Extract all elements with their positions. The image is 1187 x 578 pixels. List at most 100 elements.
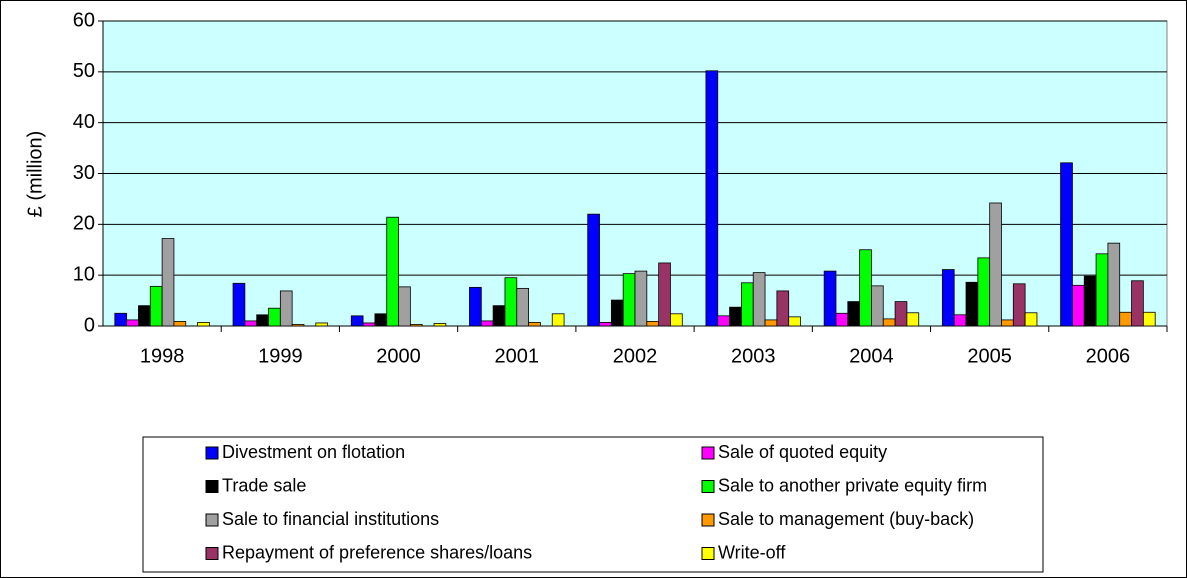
legend-box — [142, 436, 1044, 573]
x-tick-label: 1999 — [258, 345, 303, 367]
bar — [268, 307, 281, 327]
legend-swatch — [701, 446, 715, 460]
x-tick-label: 2003 — [731, 345, 776, 367]
bar — [528, 322, 541, 327]
bar — [315, 322, 329, 327]
legend-label: Sale to management (buy-back) — [718, 509, 974, 529]
y-tick-label: 40 — [73, 111, 95, 133]
bar — [1024, 312, 1038, 327]
y-tick-label: 60 — [73, 9, 95, 31]
bar — [906, 312, 920, 327]
bar — [161, 238, 175, 327]
legend-label: Sale to financial institutions — [222, 509, 439, 529]
bar — [386, 216, 399, 327]
bar — [433, 323, 447, 327]
bar — [634, 270, 648, 327]
y-tick-label: 0 — [84, 314, 95, 336]
legend-swatch — [205, 480, 219, 493]
bar — [717, 315, 730, 327]
bar — [114, 312, 128, 327]
legend-label: Sale to another private equity firm — [718, 475, 987, 495]
bar — [729, 306, 742, 327]
y-tick-label: 20 — [73, 213, 95, 235]
bar — [279, 290, 293, 327]
bar — [504, 277, 518, 327]
bar — [610, 299, 624, 327]
bar — [480, 320, 494, 327]
bar — [1001, 319, 1014, 327]
bar — [256, 314, 269, 327]
bar — [516, 287, 529, 327]
bar — [977, 257, 991, 327]
bar — [244, 320, 258, 327]
bar — [953, 314, 967, 327]
bar — [374, 313, 388, 327]
bar — [646, 321, 660, 327]
bar — [1131, 280, 1144, 327]
bar — [941, 269, 955, 327]
legend-label: Sale of quoted equity — [718, 442, 887, 462]
bar — [1083, 275, 1097, 327]
bar — [658, 262, 671, 327]
bar — [599, 322, 612, 327]
bar — [409, 324, 423, 327]
bar — [622, 273, 636, 327]
bar — [291, 324, 305, 327]
legend-swatch — [701, 480, 715, 493]
bar — [965, 281, 979, 327]
bar — [587, 213, 600, 327]
bar — [1107, 242, 1121, 327]
bar — [126, 319, 139, 327]
bar — [1095, 253, 1109, 327]
x-tick-label: 2004 — [849, 345, 894, 367]
bar — [149, 285, 163, 327]
bar — [835, 312, 849, 327]
x-tick-label: 1998 — [140, 345, 185, 367]
legend-swatch — [205, 513, 219, 527]
bar — [232, 282, 246, 327]
x-tick-label: 2002 — [613, 345, 658, 367]
legend-swatch — [701, 513, 715, 527]
bar — [1012, 283, 1026, 327]
y-axis-label: £ (million) — [24, 131, 46, 218]
bar — [1060, 162, 1073, 327]
bar — [362, 322, 376, 327]
legend-swatch — [205, 547, 219, 560]
legend-label: Repayment of preference shares/loans — [222, 542, 532, 562]
y-tick-label: 30 — [73, 162, 95, 184]
bar — [1142, 311, 1156, 327]
legend-swatch — [701, 547, 715, 560]
legend-swatch — [205, 446, 219, 460]
y-tick-label: 10 — [73, 263, 95, 285]
bar — [764, 319, 778, 327]
legend-label: Divestment on flotation — [222, 442, 405, 462]
bar — [551, 313, 565, 327]
bar — [823, 270, 837, 327]
bar — [776, 290, 790, 327]
bar — [173, 321, 187, 327]
bar — [350, 315, 364, 327]
x-tick-label: 2001 — [495, 345, 540, 367]
bar — [670, 313, 683, 327]
x-tick-label: 2005 — [967, 345, 1012, 367]
bar — [882, 318, 896, 327]
bar — [752, 272, 766, 327]
bar — [492, 305, 506, 327]
bar — [1119, 311, 1132, 327]
bar — [1072, 284, 1085, 327]
bar — [871, 285, 884, 327]
bar — [847, 301, 861, 327]
x-tick-label: 2000 — [376, 345, 421, 367]
bar — [741, 282, 754, 327]
bar — [705, 70, 719, 327]
bar — [788, 316, 801, 327]
y-tick-label: 50 — [73, 60, 95, 82]
x-tick-label: 2006 — [1086, 345, 1131, 367]
legend-label: Write-off — [718, 542, 786, 562]
bar — [469, 286, 482, 327]
bar — [894, 301, 908, 327]
legend-label: Trade sale — [222, 475, 306, 495]
bar — [197, 322, 210, 327]
bar — [138, 305, 151, 327]
bar — [989, 202, 1002, 327]
